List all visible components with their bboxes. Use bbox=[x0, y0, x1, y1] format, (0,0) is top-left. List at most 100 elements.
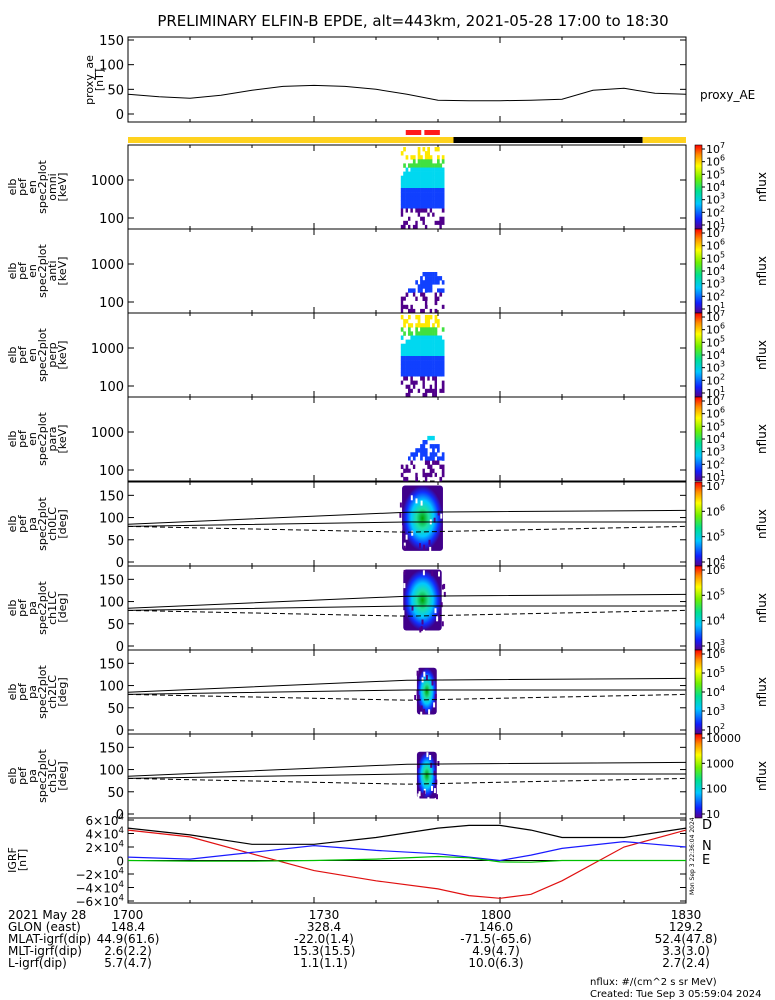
spectrogram-cell bbox=[422, 200, 426, 205]
spectrogram-cell bbox=[405, 304, 409, 310]
spectrogram-cell bbox=[420, 444, 423, 449]
spectrogram-cell bbox=[432, 323, 435, 328]
colorbar-tick-label: 107 bbox=[706, 393, 725, 408]
spectrogram-cell bbox=[415, 448, 418, 453]
spectrogram-cell bbox=[408, 208, 411, 213]
spectrogram-cell bbox=[424, 163, 428, 168]
spectrogram-cell bbox=[412, 159, 416, 164]
pitch-angle-speckle bbox=[437, 510, 440, 516]
spectrogram-cell bbox=[417, 196, 421, 201]
spectrogram-cell bbox=[400, 212, 404, 217]
spectrogram-cell bbox=[412, 183, 416, 189]
orbit-bar bbox=[128, 130, 686, 143]
pitch-angle-speckle bbox=[430, 762, 433, 768]
pitch-angle-speckle bbox=[439, 773, 442, 779]
spectrogram-cell bbox=[434, 224, 438, 230]
spectrogram-cell bbox=[410, 188, 414, 193]
pitch-angle-speckle bbox=[429, 546, 432, 552]
colorbar-label: nflux bbox=[755, 340, 769, 370]
y-axis-label: ch3LC bbox=[46, 759, 59, 793]
spectrogram-cell bbox=[432, 188, 435, 193]
spectrogram-cell bbox=[429, 272, 433, 277]
spectrogram-cell bbox=[422, 347, 426, 353]
y-axis-label: spec2plot bbox=[36, 581, 49, 635]
spectrogram-cell bbox=[424, 364, 428, 369]
spectrogram-cell bbox=[400, 380, 404, 385]
spectrogram-cell bbox=[439, 204, 443, 209]
spectrogram-cell bbox=[412, 288, 416, 293]
spectrogram-cell bbox=[424, 300, 428, 306]
spectrogram-cell bbox=[405, 472, 409, 478]
spectrogram-cell bbox=[412, 308, 416, 314]
spectrogram-cell bbox=[417, 319, 421, 324]
ae-panel-frame bbox=[127, 36, 687, 123]
spectrogram-cell bbox=[434, 364, 438, 369]
spectrogram-cell bbox=[410, 339, 414, 344]
colorbar-tick-label: 105 bbox=[706, 166, 725, 181]
spectrogram-cell bbox=[427, 288, 430, 293]
spectrogram-cell bbox=[434, 147, 438, 152]
spectrogram-cell bbox=[403, 364, 406, 369]
spectrogram-cell bbox=[429, 331, 433, 336]
spectrogram-cell bbox=[439, 464, 443, 469]
spectrogram-cell bbox=[400, 308, 404, 314]
spectrogram-cell bbox=[434, 319, 438, 324]
spectrogram-cell bbox=[434, 384, 438, 390]
y-tick-label: 150 bbox=[99, 741, 124, 756]
spectrogram-cell bbox=[417, 175, 421, 181]
spectrogram-cell bbox=[439, 356, 443, 361]
pitch-angle-data bbox=[416, 667, 437, 715]
y-axis-label: [keV] bbox=[56, 341, 69, 370]
spectrogram-cell bbox=[412, 376, 416, 381]
spectrogram-cell bbox=[437, 155, 440, 160]
spectrogram-cell bbox=[422, 296, 426, 301]
spectrogram-cell bbox=[439, 188, 443, 193]
spectrogram-cell bbox=[429, 224, 433, 230]
ephemeris-table: 2021 May 28 1700 1730 1800 1830 GLON (east) 14… bbox=[8, 908, 717, 970]
y-axis-label: pa bbox=[26, 769, 39, 783]
spectrogram-cell bbox=[429, 327, 433, 332]
spectrogram-cell bbox=[410, 460, 414, 465]
spectrogram-cell bbox=[415, 388, 418, 394]
spectrogram-cell bbox=[432, 376, 435, 381]
spectrogram-cell bbox=[405, 216, 409, 222]
igrf-legend-D: D bbox=[702, 818, 712, 833]
spectrogram-cell bbox=[441, 304, 445, 310]
spectrogram-cell bbox=[403, 163, 406, 168]
spectrogram-cell bbox=[432, 183, 435, 189]
pitch-angle-speckle bbox=[423, 708, 425, 714]
spectrogram-cell bbox=[422, 468, 426, 474]
pitch-angle-speckle bbox=[399, 512, 402, 518]
loss-cone-lower-line bbox=[127, 773, 686, 779]
colorbar-tick-label: 107 bbox=[706, 141, 725, 156]
pitch-angle-speckle bbox=[434, 693, 437, 699]
pitch-angle-speckle bbox=[422, 629, 425, 635]
spectrogram-cell bbox=[412, 364, 416, 369]
spectrogram-cell bbox=[417, 167, 421, 172]
spectrogram-cell bbox=[439, 364, 443, 369]
spectrogram-cell bbox=[400, 327, 404, 332]
ephemeris-value: 1700 bbox=[113, 908, 144, 922]
colorbar bbox=[694, 312, 703, 398]
spectrogram-cell bbox=[400, 360, 404, 365]
spectrogram-cell bbox=[408, 220, 411, 226]
spectrogram-cell bbox=[415, 376, 418, 381]
colorbar bbox=[694, 649, 703, 735]
spectrogram-cell bbox=[412, 188, 416, 193]
colorbar-tick-label: 106 bbox=[706, 406, 725, 421]
pitch-angle-speckle bbox=[433, 517, 436, 523]
spectrogram-cell bbox=[410, 204, 414, 209]
spectrogram-cell bbox=[420, 376, 423, 381]
spectrogram-cell bbox=[420, 380, 423, 385]
footer-created: Created: Tue Sep 3 05:59:04 2024 bbox=[590, 989, 762, 1000]
spectrogram-cell bbox=[424, 319, 428, 324]
spectrogram-cell bbox=[412, 368, 416, 373]
spectrogram-cell bbox=[434, 175, 438, 181]
spectrogram-cell bbox=[434, 196, 438, 201]
spectrogram-cell bbox=[441, 171, 445, 176]
spectrogram-cell bbox=[432, 300, 435, 306]
spectrogram-cell bbox=[420, 327, 423, 332]
spectrogram-cell bbox=[403, 308, 406, 314]
orbit-bar-black bbox=[453, 137, 643, 143]
